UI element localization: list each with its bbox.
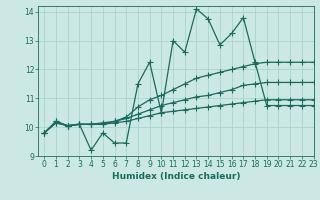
X-axis label: Humidex (Indice chaleur): Humidex (Indice chaleur) [112, 172, 240, 181]
